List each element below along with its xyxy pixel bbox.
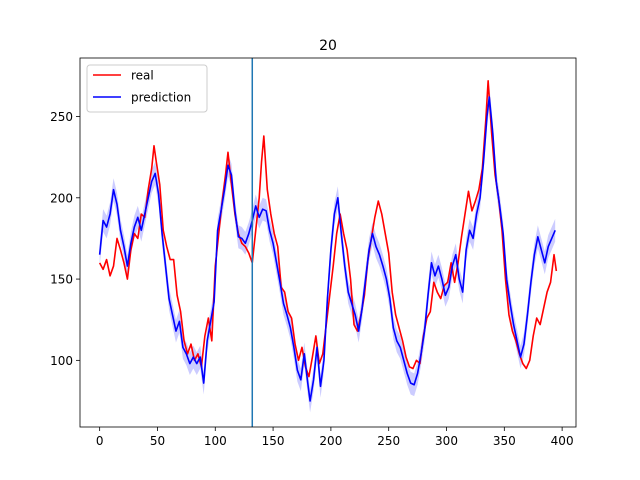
x-tick-label: 200 bbox=[319, 434, 342, 448]
y-axis: 100 150 200 250 bbox=[50, 110, 80, 368]
legend-box bbox=[86, 64, 208, 113]
y-tick-label: 250 bbox=[50, 110, 73, 124]
axes-frame bbox=[79, 57, 577, 428]
series-line-prediction bbox=[98, 96, 556, 402]
series-lines bbox=[98, 79, 558, 402]
x-tick-label: 400 bbox=[551, 434, 574, 448]
y-tick-label: 150 bbox=[50, 273, 73, 287]
plot-background bbox=[80, 58, 576, 427]
legend: real prediction bbox=[86, 64, 208, 113]
legend-label-prediction: prediction bbox=[131, 91, 191, 105]
x-tick-label: 50 bbox=[150, 434, 165, 448]
x-tick-label: 0 bbox=[96, 434, 104, 448]
y-tick-label: 200 bbox=[50, 191, 73, 205]
x-tick-label: 350 bbox=[493, 434, 516, 448]
y-tick-label: 100 bbox=[50, 354, 73, 368]
x-tick-label: 300 bbox=[435, 434, 458, 448]
x-tick-label: 100 bbox=[204, 434, 227, 448]
plot-area bbox=[79, 57, 577, 428]
chart-title: 20 bbox=[319, 38, 337, 54]
x-axis: 0 50 100 150 200 250 300 350 400 bbox=[96, 427, 574, 448]
legend-label-real: real bbox=[131, 69, 154, 83]
x-tick-label: 250 bbox=[377, 434, 400, 448]
x-tick-label: 150 bbox=[262, 434, 285, 448]
